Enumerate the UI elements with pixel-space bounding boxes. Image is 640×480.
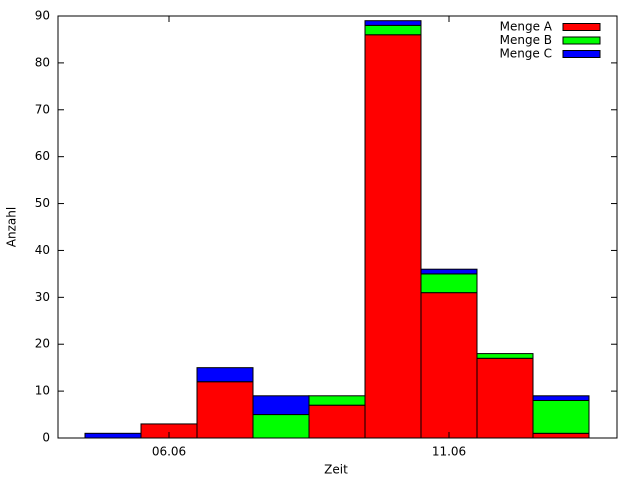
y-tick-label: 40 <box>35 243 50 257</box>
y-tick-label: 70 <box>35 102 50 116</box>
bar-segment <box>308 404 366 439</box>
bar-segment <box>476 357 534 439</box>
y-tick-label: 30 <box>35 290 50 304</box>
y-tick-label: 60 <box>35 149 50 163</box>
bar-segment <box>196 367 254 383</box>
x-tick-label: 06.06 <box>152 445 186 459</box>
legend-label: Menge A <box>500 20 553 34</box>
y-tick-label: 0 <box>42 431 50 445</box>
bar-segment <box>364 24 422 36</box>
bar-segment <box>420 273 478 294</box>
y-tick-label: 90 <box>35 9 50 23</box>
legend-label: Menge B <box>500 33 552 47</box>
bar-segment <box>252 395 310 416</box>
y-tick-label: 20 <box>35 337 50 351</box>
legend-swatch <box>562 23 601 31</box>
bar-segment <box>420 268 478 275</box>
bar-segment <box>364 20 422 26</box>
bar-segment <box>420 292 478 439</box>
y-tick-label: 80 <box>35 55 50 69</box>
y-tick-label: 10 <box>35 384 50 398</box>
bar-segment <box>252 414 310 439</box>
bar-segment <box>532 432 590 439</box>
legend-swatch <box>562 36 601 45</box>
legend-swatch <box>562 50 601 58</box>
bar-segment <box>308 395 366 406</box>
x-axis-label: Zeit <box>324 463 348 477</box>
y-tick-label: 50 <box>35 196 50 210</box>
bar-segment <box>84 432 142 439</box>
y-axis-label: Anzahl <box>5 207 19 247</box>
plot-frame <box>57 15 618 439</box>
bar-segment <box>196 381 254 439</box>
bar-segment <box>364 34 422 439</box>
bar-segment <box>532 399 590 434</box>
bar-segment <box>476 353 534 359</box>
bar-segment <box>532 395 590 401</box>
x-tick-label: 11.06 <box>432 445 466 459</box>
legend-label: Menge C <box>499 47 552 61</box>
